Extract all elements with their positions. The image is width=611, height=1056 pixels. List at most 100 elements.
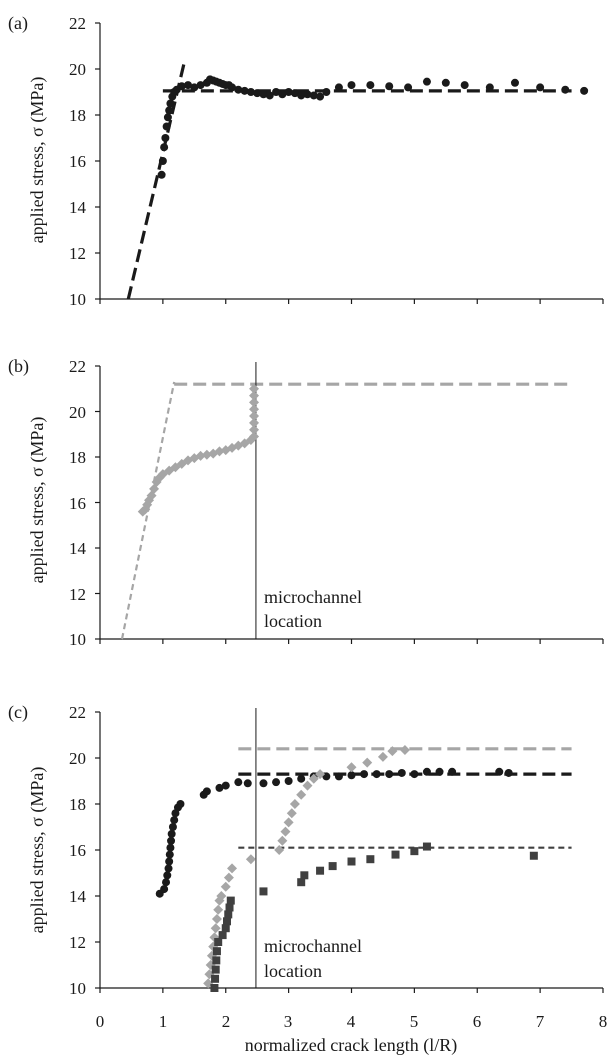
data-point <box>164 864 173 873</box>
data-point <box>277 835 288 846</box>
x-tick-label: 8 <box>599 1012 608 1031</box>
data-point <box>210 984 219 992</box>
data-point <box>297 878 306 887</box>
data-point <box>387 746 398 757</box>
data-point <box>366 855 375 864</box>
data-point <box>165 850 174 859</box>
data-point <box>214 938 223 946</box>
data-point <box>272 778 281 787</box>
panel-label: (b) <box>8 356 29 377</box>
data-point <box>422 77 431 86</box>
data-point <box>410 770 419 779</box>
data-point <box>422 842 431 851</box>
data-point <box>404 83 413 92</box>
data-point <box>529 851 538 860</box>
y-tick-label: 14 <box>69 539 87 558</box>
data-point <box>158 157 167 165</box>
data-point <box>377 751 388 762</box>
data-point <box>372 770 381 779</box>
data-point <box>448 767 457 776</box>
data-point <box>334 772 343 781</box>
data-point <box>227 863 238 874</box>
data-point <box>315 769 326 780</box>
data-point <box>280 826 291 837</box>
data-point <box>284 88 293 96</box>
x-tick-label: 1 <box>159 1012 168 1031</box>
y-tick-label: 12 <box>69 244 86 263</box>
data-point <box>580 86 589 95</box>
plot-area <box>95 708 604 993</box>
microchannel-annotation-line1: microchannel <box>264 587 362 607</box>
data-point <box>485 83 494 92</box>
data-point <box>166 843 175 852</box>
data-point <box>249 411 260 422</box>
data-point <box>168 823 177 831</box>
data-point <box>211 965 220 974</box>
data-point <box>170 816 179 825</box>
data-point <box>495 767 504 776</box>
y-tick-labels: 10 12 14 16 18 20 22 <box>69 14 87 309</box>
data-point <box>160 885 169 894</box>
data-point <box>221 924 230 933</box>
data-point <box>220 881 231 892</box>
data-point <box>160 143 169 152</box>
data-point <box>399 744 410 755</box>
data-point <box>223 872 234 883</box>
microchannel-annotation-line2: location <box>264 961 322 981</box>
plot-area <box>95 362 604 644</box>
y-tick-label: 16 <box>69 152 86 171</box>
data-point <box>265 91 274 100</box>
microchannel-annotation-line1: microchannel <box>264 936 362 956</box>
data-point <box>328 862 337 871</box>
data-point <box>226 896 235 905</box>
panel-a: (a) applied stress, σ (MPa) 10 12 14 16 … <box>8 13 604 309</box>
data-point <box>360 770 369 779</box>
y-axis-title: applied stress, σ (MPa) <box>27 417 48 584</box>
data-point <box>249 404 260 415</box>
data-point <box>322 88 331 96</box>
data-point <box>202 787 211 796</box>
data-point <box>195 450 206 461</box>
data-point <box>435 767 444 776</box>
data-point <box>347 81 356 90</box>
data-point <box>460 81 469 90</box>
data-point <box>249 383 260 394</box>
y-tick-labels: 10 12 14 16 18 20 22 <box>69 357 87 649</box>
y-tick-label: 18 <box>69 106 86 125</box>
data-point <box>249 397 260 408</box>
microchannel-annotation-line2: location <box>264 611 322 631</box>
data-point <box>216 891 227 901</box>
data-point <box>316 866 325 875</box>
x-tick-label: 2 <box>222 1012 231 1031</box>
data-point <box>163 113 172 122</box>
data-point <box>297 774 306 783</box>
data-point <box>504 768 513 777</box>
x-tick-label: 4 <box>347 1012 356 1031</box>
data-point <box>441 78 450 87</box>
data-point <box>228 83 237 92</box>
x-axis-title: normalized crack length (l/R) <box>245 1035 457 1056</box>
data-point <box>347 771 356 780</box>
data-point <box>240 86 249 95</box>
data-point <box>316 92 325 101</box>
data-point <box>259 90 268 99</box>
panel-c: (c) applied stress, σ (MPa) 10 12 14 16 … <box>8 702 607 1056</box>
data-point <box>272 88 281 96</box>
data-point <box>215 783 224 792</box>
data-point <box>243 779 252 788</box>
data-point <box>249 390 260 401</box>
data-point <box>213 904 224 915</box>
data-point <box>259 779 268 788</box>
data-point <box>249 424 260 435</box>
data-point <box>245 854 256 865</box>
data-point <box>296 789 307 800</box>
data-point <box>167 829 176 838</box>
data-point <box>214 446 225 457</box>
data-point <box>210 923 221 934</box>
fit-line <box>126 59 187 300</box>
plot-area <box>95 22 604 304</box>
data-point <box>184 81 193 90</box>
data-point <box>177 82 186 91</box>
y-tick-label: 22 <box>69 14 86 33</box>
